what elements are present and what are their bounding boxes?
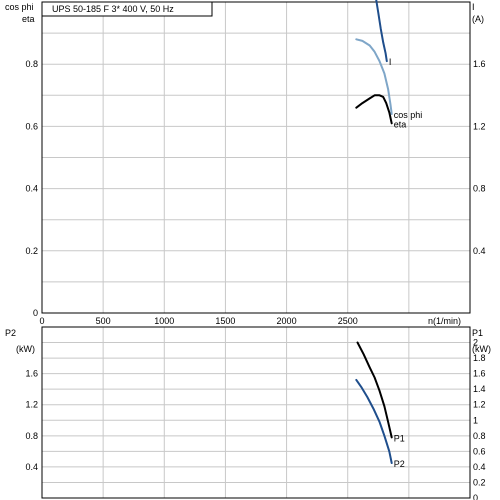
- bottom-series-p1-label: P1: [394, 433, 405, 443]
- x-axis-label: n(1/min): [428, 316, 461, 326]
- left-axis-label-cos-phi: cos phi: [5, 2, 34, 12]
- bottom-left-tick-label: 1.2: [25, 400, 38, 410]
- top-tick-labels: 0 500 1000 1500 2000 2500 0 0.2 0.4 0.6 0.8 0.4 0.8 1…: [25, 59, 485, 326]
- bottom-plot-frame: [41, 326, 471, 499]
- left-tick-label: 0.4: [25, 184, 38, 194]
- bottom-left-tick-label: 0.8: [25, 431, 38, 441]
- x-tick-label: 500: [96, 316, 111, 326]
- left-tick-label: 0.2: [25, 246, 38, 256]
- bottom-right-tick-label: 1.4: [473, 384, 486, 394]
- bottom-right-tick-label: 1: [473, 415, 478, 425]
- bottom-right-tick-label: 0.8: [473, 431, 486, 441]
- right-tick-label: 0.4: [473, 246, 486, 256]
- x-tick-label: 1500: [215, 316, 235, 326]
- bottom-series-p1-line: [356, 341, 393, 439]
- top-series-eta-line: [355, 94, 393, 125]
- x-tick-label: 2000: [277, 316, 297, 326]
- left-tick-label: 0.8: [25, 59, 38, 69]
- right-tick-label: 1.2: [473, 121, 486, 131]
- left-axis-label-eta: eta: [22, 14, 35, 24]
- bottom-plot-grid: [42, 327, 470, 498]
- bottom-left-tick-label: 1.6: [25, 369, 38, 379]
- top-plot-frame: [41, 1, 471, 314]
- right-axis-label-a: (A): [472, 14, 484, 24]
- bottom-tick-labels: 0.4 0.8 1.2 1.6 0 0.2 0.4 0.6 0.8 1 1.2 1.4 1.6 1.8 2: [25, 338, 485, 500]
- right-axis-label-i: I: [472, 2, 475, 12]
- bottom-series-p2-label: P2: [394, 459, 405, 469]
- x-tick-label: 1000: [154, 316, 174, 326]
- bottom-right-tick-label: 0.4: [473, 462, 486, 472]
- title-box: [41, 1, 213, 17]
- left-axis-label-p2: P2: [5, 328, 16, 338]
- right-axis-label-p1: P1: [472, 328, 483, 338]
- chart-title: UPS 50-185 F 3* 400 V, 50 Hz: [52, 4, 174, 14]
- right-tick-label: 1.6: [473, 59, 486, 69]
- top-plot-grid: [42, 2, 470, 313]
- top-series-eta-label: eta: [394, 119, 407, 129]
- bottom-right-tick-label: 1.2: [473, 400, 486, 410]
- x-tick-label: 0: [39, 316, 44, 326]
- bottom-right-tick-label: 1.8: [473, 353, 486, 363]
- bottom-series-p2-line: [355, 378, 393, 464]
- right-tick-label: 0.8: [473, 184, 486, 194]
- left-tick-label: 0: [33, 308, 38, 318]
- top-series-cos-phi-line: [355, 38, 393, 115]
- bottom-right-tick-label: 0: [473, 493, 478, 500]
- left-axis-label-kw: (kW): [16, 344, 35, 354]
- right-axis-label-kw: (kW): [472, 344, 491, 354]
- bottom-right-tick-label: 0.6: [473, 446, 486, 456]
- left-tick-label: 0.6: [25, 121, 38, 131]
- bottom-series-lines: P1 P2: [355, 341, 405, 469]
- top-series-i-label: I: [389, 57, 392, 67]
- top-series-cos-phi-label: cos phi: [394, 110, 423, 120]
- bottom-left-tick-label: 0.4: [25, 462, 38, 472]
- top-series-i-line: [375, 0, 388, 63]
- bottom-right-tick-label: 2: [473, 338, 478, 348]
- bottom-right-tick-label: 0.2: [473, 477, 486, 487]
- x-tick-label: 2500: [338, 316, 358, 326]
- bottom-right-tick-label: 1.6: [473, 369, 486, 379]
